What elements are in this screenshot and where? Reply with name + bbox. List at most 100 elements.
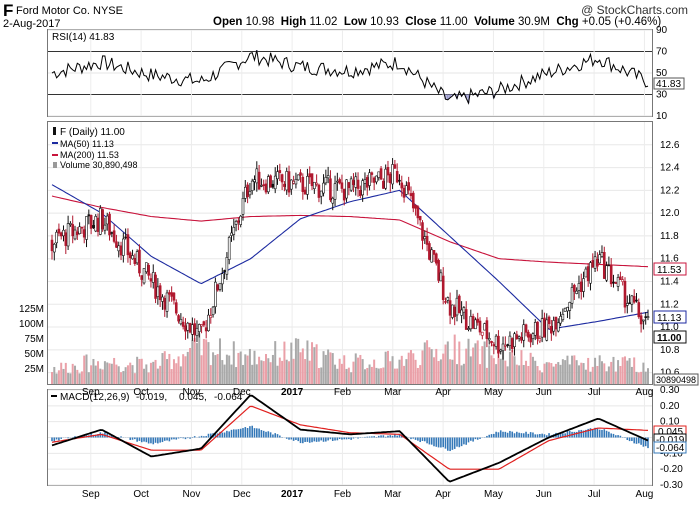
volume-bar <box>117 366 120 384</box>
price-tick-label: 12.0 <box>660 208 680 219</box>
price-tick-label: 10.6 <box>660 368 680 379</box>
volume-bar <box>456 364 459 384</box>
volume-bar <box>548 362 551 384</box>
candle-body <box>184 325 187 332</box>
volume-bar <box>534 360 537 384</box>
rsi-tick-label: 50 <box>656 68 668 79</box>
candle-body <box>331 197 335 204</box>
volume-bar <box>437 361 440 384</box>
candle-body <box>372 177 376 183</box>
candle-body <box>147 264 150 276</box>
volume-bar <box>172 359 175 384</box>
volume-bar <box>230 364 233 384</box>
candle-body <box>237 220 240 223</box>
volume-bar <box>384 351 387 384</box>
candle-body <box>607 264 611 267</box>
candle-body <box>223 270 226 272</box>
legend-symbol: F (Daily) 11.00 <box>60 127 125 138</box>
volume-bar <box>520 350 523 384</box>
rsi-line <box>51 50 649 105</box>
candle-body <box>131 255 134 260</box>
volume-bar <box>511 349 514 384</box>
high-value: 11.02 <box>309 16 338 28</box>
volume-bar <box>216 354 219 384</box>
volume-bar <box>244 354 247 384</box>
volume-bar <box>193 337 196 384</box>
candle-body <box>204 327 208 332</box>
candle-body <box>340 182 344 189</box>
volume-bar <box>292 358 295 384</box>
candle-body <box>591 260 595 268</box>
volume-bar <box>619 365 622 384</box>
candle-body <box>267 176 270 193</box>
volume-bar <box>87 372 90 384</box>
x-axis-month-label: May <box>484 387 503 398</box>
volume-bar <box>460 365 463 384</box>
volume-bar <box>269 362 272 384</box>
candle-body <box>619 276 622 280</box>
candle-body <box>216 284 219 291</box>
volume-bar <box>163 351 166 384</box>
candle-body <box>110 232 114 234</box>
volume-bar <box>345 368 348 384</box>
volume-bar <box>152 361 155 384</box>
volume-bar <box>51 372 53 384</box>
ma200-line <box>51 195 649 268</box>
candle-body <box>202 321 206 326</box>
candle-body <box>306 176 309 195</box>
volume-bar <box>101 369 104 384</box>
candle-body <box>243 186 247 199</box>
volume-bar <box>92 358 95 384</box>
candle-body <box>290 179 293 190</box>
x-axis-month-label: Aug <box>636 387 654 398</box>
candle-body <box>80 226 84 229</box>
candle-body <box>181 321 185 327</box>
volume-bar <box>412 353 415 384</box>
candle-body <box>170 292 173 297</box>
volume-bar <box>331 353 334 384</box>
volume-bar <box>90 365 93 384</box>
volume-bar <box>458 341 461 384</box>
candle-body <box>398 179 401 182</box>
volume-bar <box>267 358 270 384</box>
candle-body <box>515 334 519 340</box>
chg-value: +0.05 (+0.46%) <box>581 16 662 28</box>
candle-body <box>333 183 337 200</box>
volume-bar <box>633 357 636 384</box>
volume-bar <box>124 367 127 384</box>
candle-body <box>78 226 81 234</box>
candle-body <box>117 245 121 252</box>
candle-body <box>370 172 374 175</box>
candle-body <box>163 297 167 310</box>
candle-body <box>365 177 369 188</box>
volume-bar <box>508 351 511 384</box>
volume-bar <box>400 355 403 384</box>
candle-body <box>375 175 378 183</box>
volume-bar <box>584 369 587 384</box>
volume-bar <box>133 373 136 384</box>
candle-body <box>241 198 245 215</box>
candle-body <box>423 236 427 240</box>
candle-body <box>255 168 259 184</box>
candle-body <box>50 239 54 252</box>
volume-bar <box>527 365 530 384</box>
volume-bar <box>60 362 63 384</box>
candle-body <box>359 189 362 197</box>
candle-body <box>460 309 463 316</box>
volume-bar <box>223 364 226 384</box>
rsi-tick-label: 90 <box>656 25 668 36</box>
volume-bar <box>550 363 553 384</box>
candle-body <box>451 304 454 318</box>
candle-body <box>264 183 268 193</box>
volume-bar <box>299 352 302 384</box>
candle-body <box>89 214 93 229</box>
candle-body <box>186 322 190 331</box>
volume-bar <box>67 372 70 384</box>
candle-body <box>421 222 424 241</box>
volume-bar <box>582 363 585 384</box>
volume-bar <box>554 363 557 384</box>
candle-body <box>149 278 153 282</box>
candle-body <box>513 333 516 347</box>
candle-body <box>250 180 254 191</box>
candle-body <box>628 302 631 305</box>
